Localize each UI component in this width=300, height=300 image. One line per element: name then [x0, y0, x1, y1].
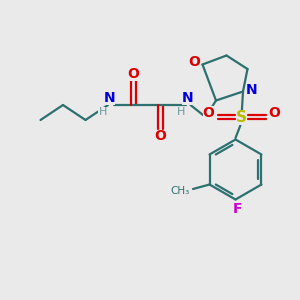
Text: N: N — [104, 92, 115, 105]
Text: F: F — [233, 202, 243, 216]
Text: CH₃: CH₃ — [170, 185, 189, 196]
Text: H: H — [98, 106, 107, 117]
Text: O: O — [128, 67, 140, 80]
Text: H: H — [176, 106, 185, 117]
Text: O: O — [154, 130, 166, 143]
Text: N: N — [182, 92, 193, 105]
Text: O: O — [202, 106, 214, 120]
Text: O: O — [188, 55, 200, 68]
Text: N: N — [246, 83, 257, 97]
Text: O: O — [268, 106, 280, 120]
Text: S: S — [236, 110, 247, 124]
